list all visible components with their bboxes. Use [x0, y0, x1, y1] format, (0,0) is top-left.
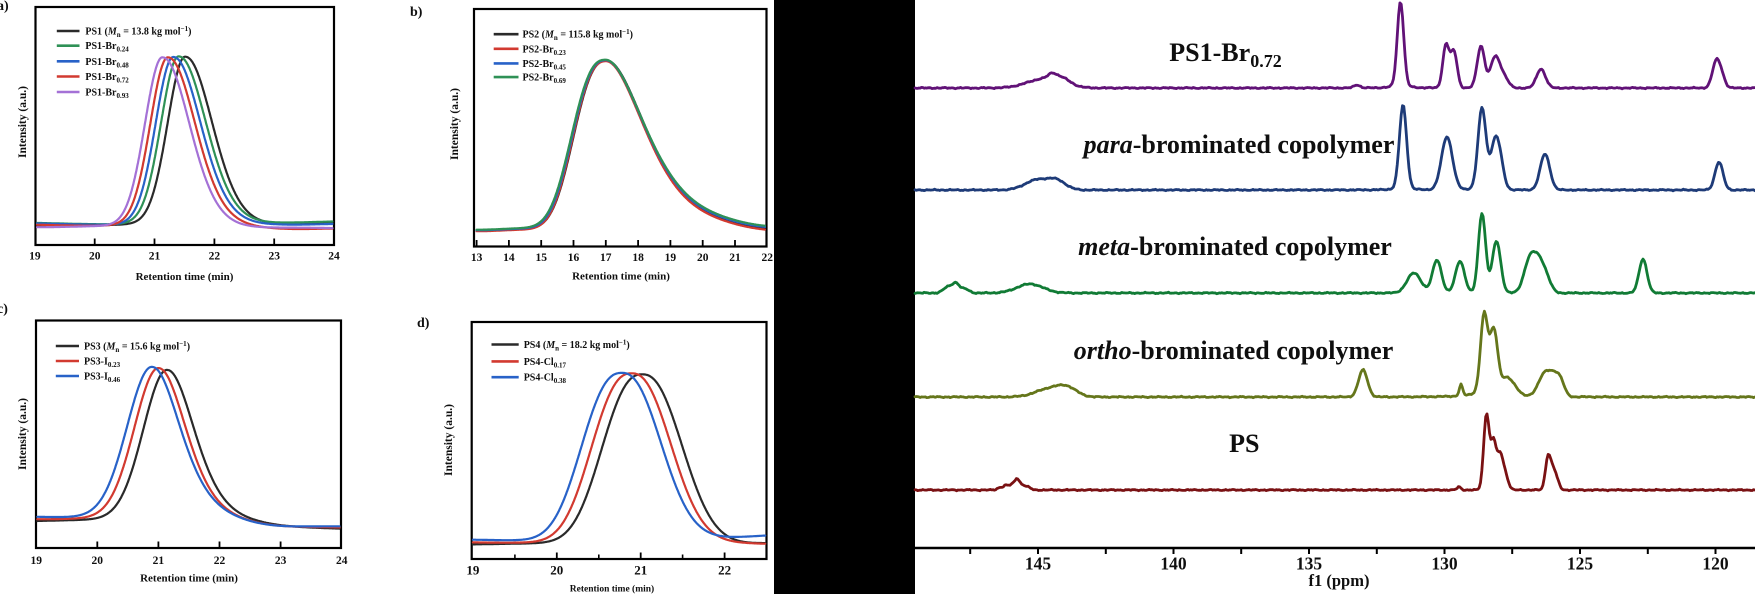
svg-text:140: 140: [1160, 554, 1187, 574]
svg-text:Intensity (a.u.): Intensity (a.u.): [17, 398, 29, 470]
svg-text:Retention time (min): Retention time (min): [136, 271, 234, 283]
svg-text:21: 21: [149, 251, 161, 263]
svg-text:PS2 (Mn = 115.8 kg mol−1): PS2 (Mn = 115.8 kg mol−1): [523, 28, 633, 42]
svg-text:Intensity (a.u.): Intensity (a.u.): [449, 88, 461, 160]
svg-text:23: 23: [275, 555, 287, 567]
svg-text:23: 23: [268, 251, 280, 263]
svg-text:20: 20: [92, 555, 104, 567]
svg-text:PS4 (Mn = 18.2 kg mol−1): PS4 (Mn = 18.2 kg mol−1): [524, 339, 630, 353]
svg-text:f1 (ppm): f1 (ppm): [1309, 571, 1370, 590]
svg-text:19: 19: [30, 555, 42, 567]
svg-text:para-brominated copolymer: para-brominated copolymer: [1082, 130, 1395, 159]
svg-text:21: 21: [634, 563, 647, 578]
svg-text:Retention time (min): Retention time (min): [570, 584, 654, 595]
svg-text:PS3 (Mn = 15.6 kg mol−1): PS3 (Mn = 15.6 kg mol−1): [84, 340, 190, 354]
svg-text:20: 20: [89, 251, 101, 263]
svg-text:145: 145: [1025, 554, 1052, 574]
svg-text:19: 19: [665, 252, 677, 264]
svg-text:24: 24: [336, 555, 348, 567]
svg-text:130: 130: [1431, 554, 1458, 574]
svg-text:Retention time (min): Retention time (min): [572, 271, 670, 283]
svg-text:18: 18: [632, 252, 644, 264]
svg-text:20: 20: [697, 252, 709, 264]
svg-text:Retention time (min): Retention time (min): [140, 573, 238, 585]
svg-text:d): d): [417, 316, 430, 331]
svg-text:Intensity (a.u.): Intensity (a.u.): [17, 86, 29, 158]
svg-text:PS1 (Mn = 13.8 kg mol−1): PS1 (Mn = 13.8 kg mol−1): [85, 25, 191, 39]
svg-text:22: 22: [762, 252, 774, 264]
svg-text:b): b): [410, 5, 423, 20]
svg-text:19: 19: [466, 563, 480, 578]
svg-text:Intensity (a.u.): Intensity (a.u.): [443, 404, 455, 476]
svg-text:19: 19: [29, 251, 41, 263]
svg-text:120: 120: [1702, 554, 1729, 574]
svg-text:c): c): [0, 302, 8, 317]
svg-text:21: 21: [153, 555, 165, 567]
svg-text:17: 17: [600, 252, 612, 264]
svg-text:15: 15: [535, 252, 547, 264]
svg-text:20: 20: [550, 563, 563, 578]
svg-text:21: 21: [729, 252, 741, 264]
svg-text:24: 24: [328, 251, 340, 263]
svg-text:22: 22: [209, 251, 221, 263]
svg-text:125: 125: [1567, 554, 1594, 574]
svg-text:PS1-Br0.72: PS1-Br0.72: [1169, 38, 1281, 71]
svg-text:22: 22: [718, 563, 731, 578]
svg-text:14: 14: [503, 252, 515, 264]
svg-text:meta-brominated copolymer: meta-brominated copolymer: [1078, 232, 1392, 261]
svg-text:22: 22: [214, 555, 226, 567]
svg-text:16: 16: [568, 252, 580, 264]
svg-text:13: 13: [471, 252, 483, 264]
svg-text:ortho-brominated copolymer: ortho-brominated copolymer: [1074, 336, 1393, 365]
svg-text:PS: PS: [1229, 429, 1259, 458]
svg-text:a): a): [0, 0, 9, 14]
svg-text:135: 135: [1296, 554, 1323, 574]
